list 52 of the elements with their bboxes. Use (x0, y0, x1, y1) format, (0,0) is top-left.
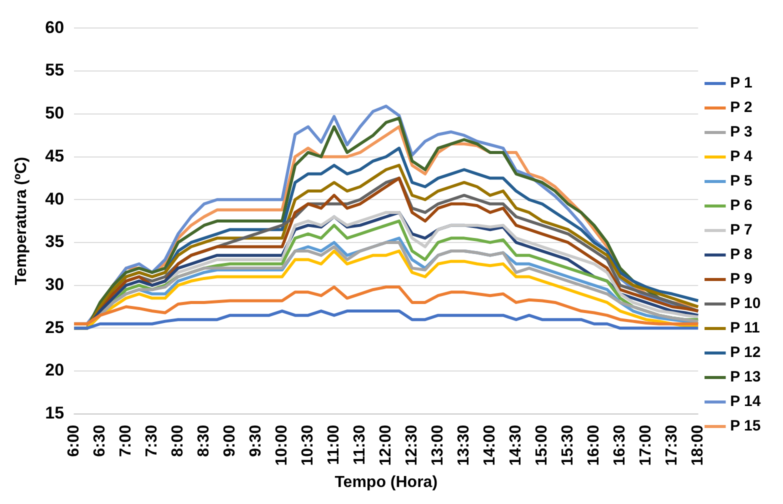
x-tick-label: 7:30 (144, 424, 161, 457)
y-tick-label: 20 (45, 360, 64, 380)
legend-label: P 13 (730, 368, 761, 386)
legend-label: P 4 (730, 148, 754, 166)
legend-label: P 15 (730, 418, 761, 435)
x-tick-label: 10:30 (300, 424, 317, 466)
x-tick-label: 6:30 (92, 424, 109, 457)
x-tick-label: 13:00 (430, 424, 447, 466)
x-tick-label: 14:30 (508, 424, 525, 466)
legend-label: P 3 (730, 124, 752, 141)
legend-label: P 14 (730, 393, 762, 410)
y-tick-label: 50 (45, 104, 64, 123)
x-tick-label: 8:30 (196, 424, 213, 457)
legend-label: P 7 (730, 222, 752, 239)
x-tick-label: 9:00 (222, 424, 239, 457)
y-tick-label: 15 (45, 404, 64, 423)
legend-label: P 12 (730, 344, 761, 362)
x-tick-label: 6:00 (66, 424, 83, 457)
x-tick-label: 18:00 (690, 424, 707, 466)
legend-label: P 9 (730, 270, 752, 288)
x-tick-label: 17:00 (638, 424, 655, 466)
x-tick-label: 16:00 (586, 424, 603, 466)
y-tick-label: 30 (45, 275, 64, 294)
legend-label: P 10 (730, 295, 761, 312)
y-tick-label: 35 (45, 232, 64, 252)
y-tick-label: 45 (45, 146, 64, 166)
legend-label: P 1 (730, 74, 752, 92)
x-tick-label: 11:00 (326, 424, 343, 465)
legend-label: P 6 (730, 197, 752, 214)
x-tick-label: 14:00 (482, 424, 499, 466)
y-tick-label: 55 (45, 60, 64, 80)
x-tick-label: 11:30 (352, 424, 369, 465)
y-tick-label: 40 (45, 189, 64, 208)
legend-label: P 8 (730, 246, 752, 264)
x-tick-label: 9:30 (248, 424, 265, 457)
x-tick-label: 16:30 (612, 424, 629, 466)
x-tick-label: 17:30 (664, 424, 681, 466)
x-tick-label: 10:00 (274, 424, 291, 466)
x-tick-label: 15:00 (534, 424, 551, 466)
y-tick-label: 25 (45, 318, 64, 337)
legend-label: P 11 (730, 320, 760, 337)
y-axis-title: Temperatura (ºC) (13, 156, 30, 286)
x-tick-label: 12:30 (404, 424, 421, 466)
legend-label: P 5 (730, 172, 752, 190)
x-tick-label: 15:30 (560, 424, 577, 466)
x-tick-label: 8:00 (170, 424, 187, 457)
x-tick-label: 7:00 (118, 424, 135, 457)
x-tick-label: 12:00 (378, 424, 395, 466)
legend-label: P 2 (730, 99, 752, 116)
x-tick-label: 13:30 (456, 424, 473, 466)
y-tick-label: 60 (45, 18, 64, 37)
x-axis-title: Tempo (Hora) (334, 474, 438, 491)
